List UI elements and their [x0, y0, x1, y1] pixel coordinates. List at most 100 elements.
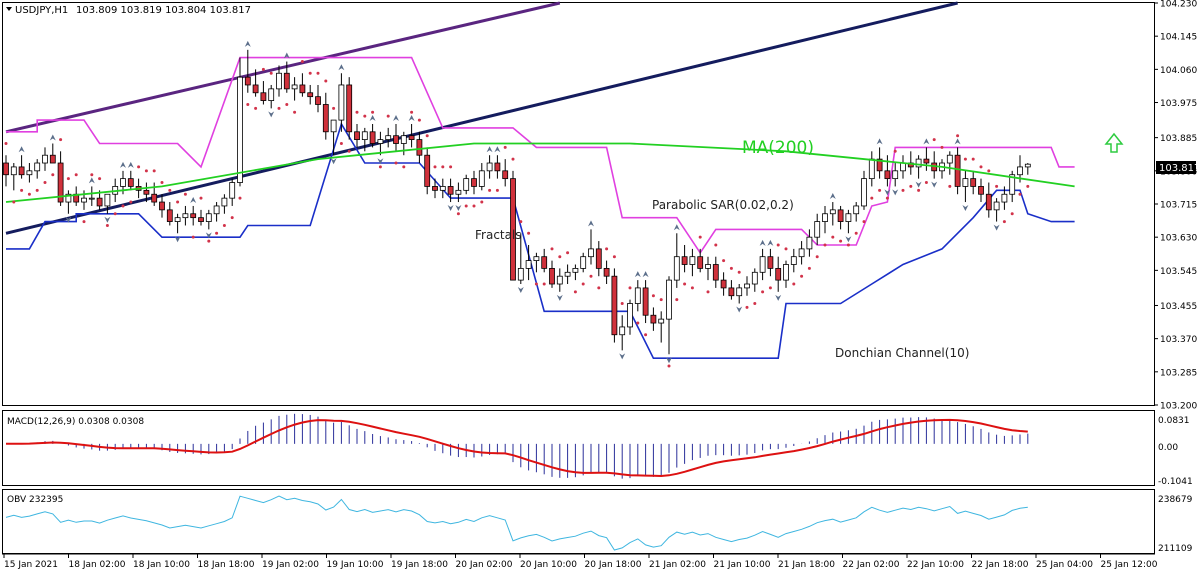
sar-dot: [1010, 212, 1014, 216]
candle-body: [767, 256, 774, 269]
fractal-up-marker: [49, 134, 56, 141]
sar-dot: [534, 282, 538, 286]
candle-body: [525, 260, 532, 269]
sar-dot: [82, 220, 86, 224]
sar-dot: [839, 239, 843, 243]
candle-body: [393, 135, 399, 144]
fractal-down-marker: [174, 236, 181, 243]
current-price-value: 103.817: [1159, 163, 1200, 174]
fractal-down-marker: [205, 232, 212, 239]
sar-dot: [761, 290, 765, 294]
candle-body: [962, 178, 969, 187]
fractal-up-marker: [829, 193, 836, 200]
time-axis-label: 22 Jan 18:00: [972, 560, 1029, 570]
ma-label: MA(200): [742, 138, 814, 158]
sar-dot: [215, 231, 219, 235]
candle-body: [385, 135, 392, 141]
sar-dot: [745, 305, 749, 309]
candle-body: [1001, 193, 1008, 203]
candle-body: [673, 256, 680, 281]
sar-dot: [979, 165, 983, 169]
sar-dot: [285, 102, 289, 106]
candle-body: [174, 217, 181, 222]
time-axis-label: 20 Jan 18:00: [585, 560, 642, 570]
candle-body: [564, 271, 571, 277]
ohlc-values: 103.809 103.819 103.804 103.817: [76, 5, 251, 16]
time-axis-label: 20 Jan 10:00: [520, 560, 577, 570]
candle-body: [1024, 163, 1031, 168]
time-axis-label: 21 Jan 18:00: [778, 560, 835, 570]
fractal-down-marker: [268, 111, 275, 118]
sar-dot: [441, 165, 445, 169]
fractal-up-marker: [494, 146, 501, 153]
macd-panel-frame: [2, 410, 1155, 486]
candle-body: [658, 318, 665, 324]
candle-body: [49, 154, 56, 164]
sar-dot: [316, 71, 320, 75]
sar-dot: [371, 110, 375, 114]
candle-body: [346, 84, 353, 133]
obv-label: OBV 232395: [7, 495, 63, 505]
candle-body: [619, 326, 626, 336]
sar-dot: [300, 60, 304, 64]
candle-body: [3, 162, 9, 176]
sar-dot: [503, 145, 507, 149]
fractal-up-marker: [127, 161, 134, 168]
candle-body: [143, 189, 150, 195]
candle-body: [814, 221, 821, 238]
sar-dot: [729, 266, 733, 270]
sar-dot: [1002, 220, 1006, 224]
macd-scale-bottom: -0.1041: [1158, 477, 1193, 487]
candle-body: [42, 154, 48, 164]
candle-body: [985, 193, 992, 211]
candle-body: [798, 248, 805, 258]
candle-body: [244, 76, 251, 86]
sar-dot: [332, 106, 336, 110]
candle-body: [190, 213, 197, 219]
candle-body: [260, 92, 267, 101]
fractal-up-marker: [767, 239, 774, 246]
candle-body: [416, 139, 423, 156]
candle-body: [751, 271, 758, 285]
fractal-up-marker: [190, 196, 197, 203]
candle-body: [478, 170, 485, 187]
sar-dot: [347, 149, 351, 153]
sar-dot: [698, 235, 702, 239]
price-layer: [3, 1, 1075, 368]
candle-body: [57, 162, 64, 203]
candle-body: [268, 88, 275, 101]
sar-dot: [644, 333, 648, 337]
candle-body: [736, 287, 743, 297]
sar-dot: [98, 177, 102, 181]
fractal-up-marker: [244, 40, 251, 47]
sar-dot: [66, 177, 70, 181]
sar-dot: [995, 184, 999, 188]
donchian-upper-line: [6, 56, 1075, 255]
candle-body: [18, 166, 25, 176]
sar-dot: [753, 302, 757, 306]
sar-dot: [737, 270, 741, 274]
fractal-down-marker: [915, 181, 922, 188]
sar-dot: [495, 188, 499, 192]
candle-body: [400, 135, 407, 144]
fractal-up-marker: [369, 114, 376, 121]
sar-label: Parabolic SAR(0.02,0.2): [652, 198, 794, 212]
collapse-triangle-icon[interactable]: [6, 7, 12, 11]
candle-body: [541, 256, 548, 269]
current-price-tag: 103.817: [1156, 161, 1200, 174]
fractal-down-marker: [556, 294, 563, 301]
candle-body: [104, 193, 111, 207]
fractal-up-marker: [393, 114, 399, 121]
sar-dot: [581, 282, 585, 286]
macd-scale-top: 0.0831: [1158, 416, 1190, 426]
fractal-down-marker: [65, 216, 72, 223]
sar-dot: [105, 223, 109, 227]
obv-scale-bottom: 211109: [1158, 544, 1193, 554]
price-scale-label: 103.885: [1160, 134, 1197, 144]
fractal-up-marker: [486, 146, 493, 153]
up-arrow-icon: [1104, 132, 1124, 153]
candle-body: [697, 256, 704, 269]
sar-dot: [207, 239, 211, 243]
